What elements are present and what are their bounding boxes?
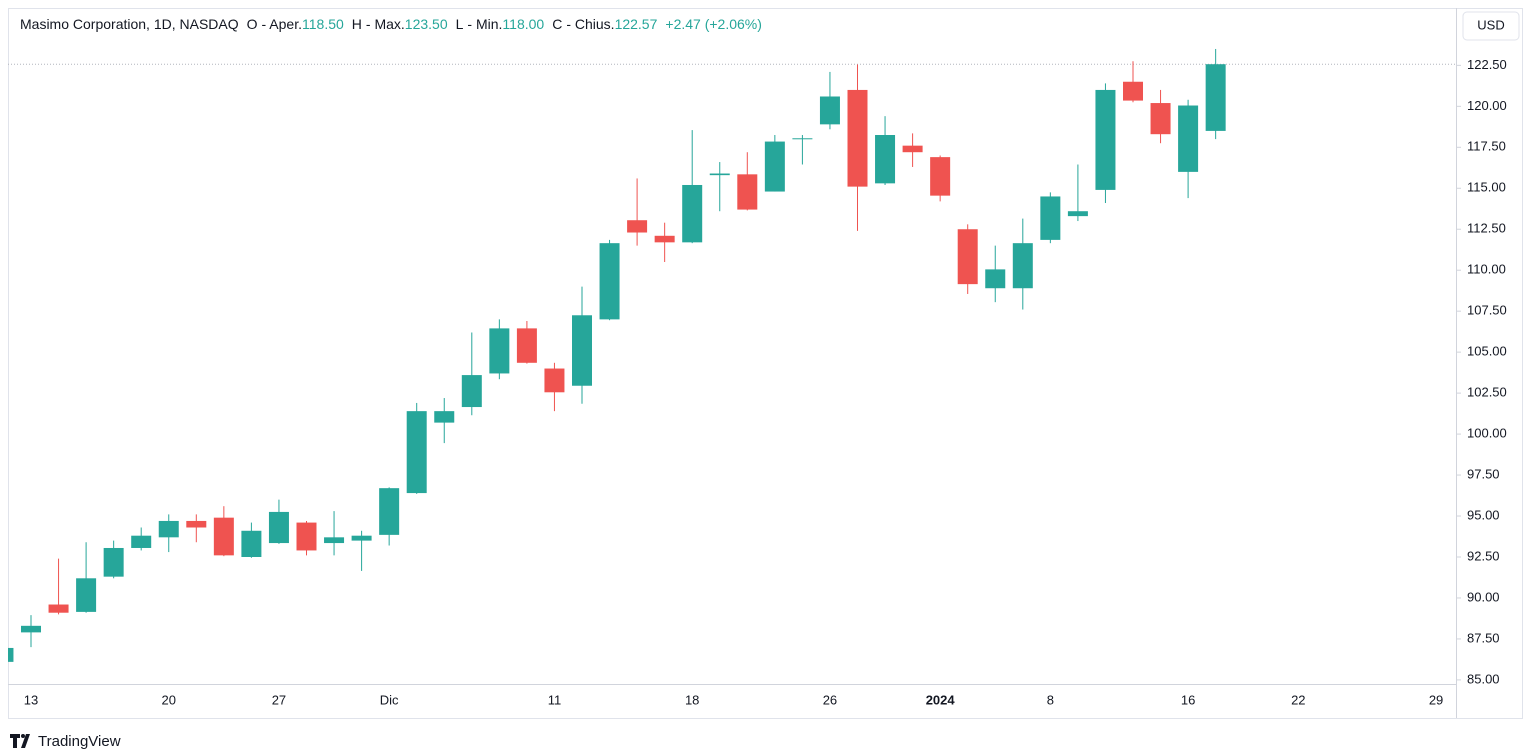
x-tick-label: 16: [1181, 692, 1195, 707]
x-tick-label: 18: [685, 692, 699, 707]
symbol-title: Masimo Corporation, 1D, NASDAQ: [20, 16, 239, 32]
ohlc-value: 123.50: [405, 16, 448, 32]
candle-body: [48, 604, 69, 613]
candle-body: [1012, 243, 1033, 289]
currency[interactable]: USD: [1477, 17, 1504, 32]
y-tick-label: 85.00: [1467, 671, 1500, 686]
candle-body: [379, 488, 400, 535]
candle-body: [875, 135, 896, 184]
candle-body: [1150, 103, 1171, 135]
x-tick-label: 27: [272, 692, 286, 707]
y-tick-label: 110.00: [1467, 262, 1506, 277]
currency-button[interactable]: [1462, 11, 1520, 41]
candle-body: [434, 411, 455, 423]
candle-body: [158, 520, 179, 538]
y-tick-label: 112.50: [1467, 221, 1506, 236]
candle-body: [709, 173, 730, 176]
ohlc-key: C: [552, 16, 562, 32]
candle-body: [737, 174, 758, 210]
candle-body: [461, 375, 482, 408]
ohlc-key: O: [247, 16, 258, 32]
header: Masimo Corporation, 1D, NASDAQ O - Aper.11…: [20, 16, 762, 32]
ohlc-value: 118.50: [302, 16, 344, 32]
candle-body: [1205, 64, 1226, 131]
ohlc-value: 118.00: [502, 16, 544, 32]
brand: TradingView: [38, 733, 121, 750]
change: +2.47 (+2.06%): [665, 16, 762, 32]
x-tick-label: 22: [1291, 692, 1305, 707]
candle-body: [131, 535, 152, 548]
y-tick-label: 90.00: [1467, 589, 1500, 604]
candle-body: [544, 368, 565, 393]
frame: [8, 8, 1523, 719]
y-tick-label: 115.00: [1467, 180, 1506, 195]
x-tick-label: 2024: [926, 692, 956, 707]
candle-body: [847, 89, 868, 187]
tradingview-logo: [10, 734, 30, 748]
candle-body: [241, 530, 262, 557]
candle-body: [764, 141, 785, 192]
candle-body: [1178, 105, 1199, 172]
x-tick-label: 11: [548, 692, 562, 707]
y-tick-label: 105.00: [1467, 344, 1507, 359]
candle-body: [930, 157, 951, 196]
x-tick-label: 26: [823, 692, 837, 707]
candle-body: [1123, 81, 1143, 101]
candle-body: [76, 578, 97, 612]
ohlc-label: - Min.: [467, 16, 502, 32]
candle-body: [351, 535, 372, 541]
x-tick-label: 8: [1047, 692, 1054, 707]
candle-body: [516, 328, 537, 363]
candle-body: [406, 411, 427, 494]
candle-body: [213, 517, 234, 556]
x-tick-label: 13: [24, 692, 38, 707]
candle-body: [819, 96, 840, 125]
y-tick-label: 97.50: [1467, 466, 1500, 481]
candle-body: [957, 229, 978, 285]
ohlc-label: - Aper.: [262, 16, 302, 32]
candle-body: [1040, 196, 1061, 240]
y-tick-label: 122.50: [1467, 57, 1507, 72]
plot-area: [8, 48, 1456, 662]
candle-body: [103, 547, 124, 577]
y-tick-label: 102.50: [1467, 385, 1507, 400]
candle-body: [268, 511, 289, 544]
candle-body: [654, 235, 675, 243]
candle-body: [627, 220, 648, 233]
x-tick-label: 29: [1429, 692, 1443, 707]
candle-body: [1095, 89, 1116, 190]
candle-body: [186, 520, 207, 528]
ohlc-key: H: [352, 16, 362, 32]
candle-body: [792, 138, 813, 140]
x-tick-label: Dic: [380, 692, 399, 707]
y-tick-label: 107.50: [1467, 303, 1507, 318]
y-tick-label: 95.00: [1467, 507, 1500, 522]
candle-body: [682, 184, 703, 243]
y-tick-label: 87.50: [1467, 630, 1500, 645]
candle-body: [8, 647, 14, 662]
candle-body: [599, 243, 620, 320]
y-tick-label: 120.00: [1467, 98, 1507, 113]
candle-body: [1067, 211, 1088, 217]
x-tick-label: 20: [162, 692, 176, 707]
y-tick-label: 117.50: [1467, 139, 1506, 154]
y-tick-label: 92.50: [1467, 548, 1500, 563]
ohlc-label: - Chius.: [566, 16, 614, 32]
y-tick-label: 100.00: [1467, 426, 1507, 441]
ohlc-value: 122.57: [615, 16, 658, 32]
candle-body: [296, 522, 317, 551]
ohlc-key: L: [456, 16, 464, 32]
ohlc-label: - Max.: [366, 16, 405, 32]
candle-body: [902, 145, 923, 153]
candle-body: [985, 269, 1006, 289]
candle-body: [21, 625, 41, 633]
candle-body: [489, 328, 510, 374]
candle-body: [324, 537, 345, 544]
candle-body: [572, 315, 592, 386]
